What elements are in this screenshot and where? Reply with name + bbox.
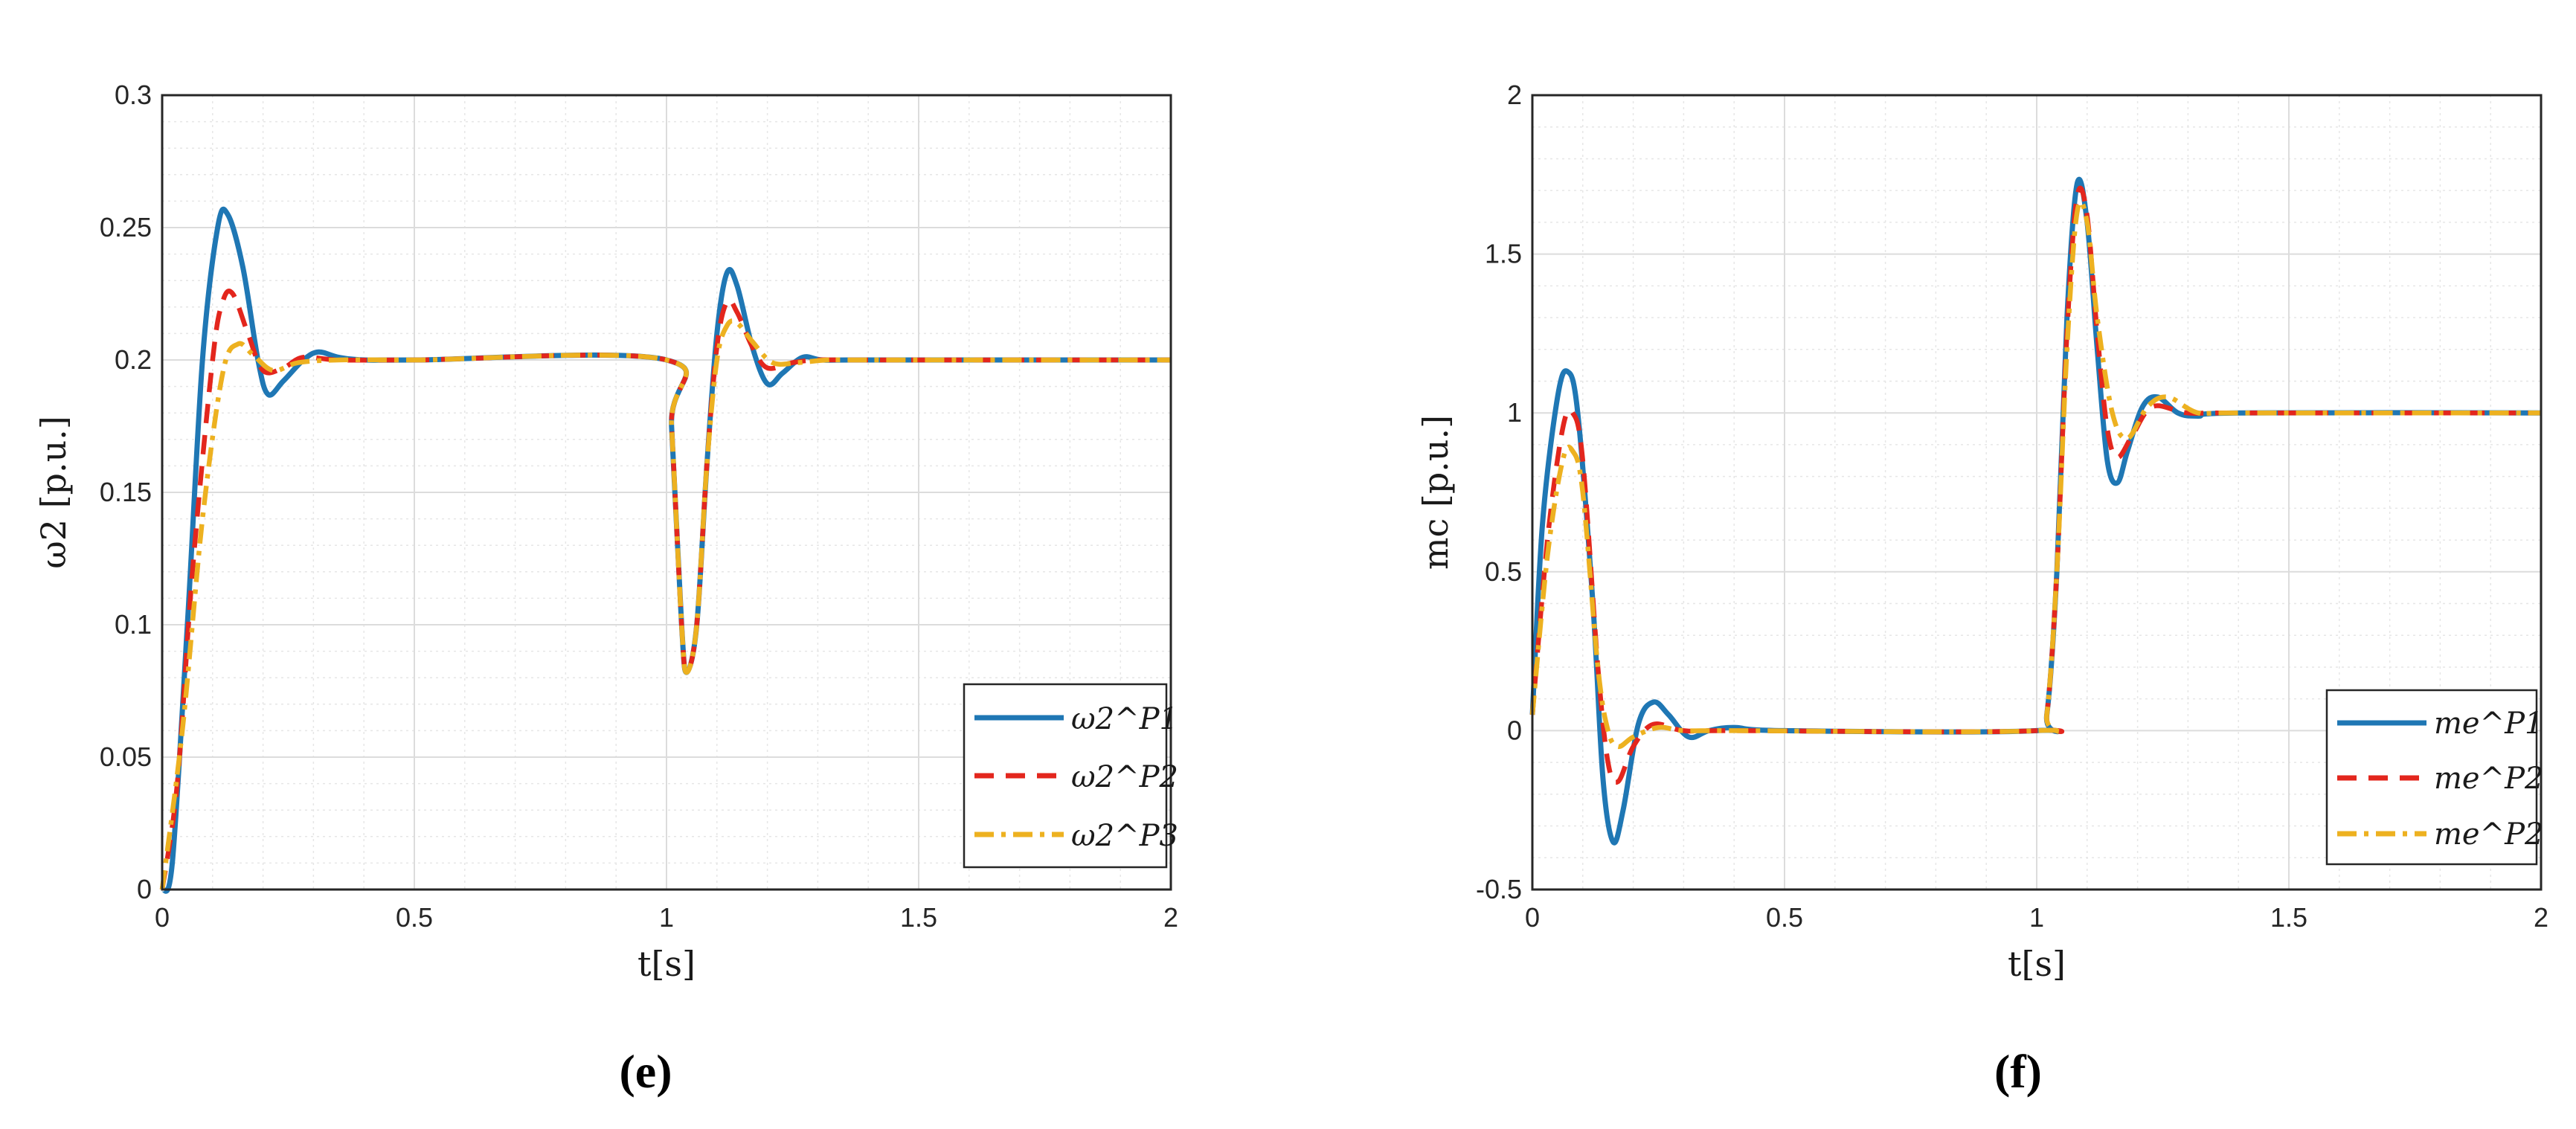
x-tick-label: 1 — [2029, 902, 2044, 933]
y-axis-label-f: mc [p.u.] — [1416, 415, 1456, 570]
x-tick-label: 0.5 — [396, 902, 433, 933]
series-line-f-3 — [1529, 199, 2541, 750]
legend-entry-f-1: me^P1 — [2434, 707, 2543, 741]
series-group-f — [1529, 176, 2542, 846]
x-tick-label: 2 — [1163, 902, 1178, 933]
y-tick-label: 0.2 — [115, 344, 152, 375]
y-tick-label: 0.5 — [1485, 556, 1522, 587]
caption-e: (e) — [619, 1045, 672, 1098]
legend-e: ω2^P1 ω2^P2 ω2^P3 — [963, 683, 1178, 869]
y-tick-label: 1 — [1507, 397, 1522, 428]
y-tick-label: 1.5 — [1485, 239, 1522, 269]
y-tick-label: 2 — [1507, 80, 1522, 110]
x-tick-label: 2 — [2534, 902, 2548, 933]
legend-entry-f-2: me^P2 — [2434, 762, 2543, 796]
y-tick-label: 0.25 — [100, 212, 152, 242]
plot-frame-e — [161, 94, 1172, 891]
x-tick-label: 0 — [155, 902, 170, 933]
tick-labels-f: 0 0.5 1 1.5 2-0.500.511.52 — [1476, 80, 2548, 933]
x-tick-label: 1.5 — [900, 902, 937, 933]
y-tick-label: 0.1 — [115, 609, 152, 640]
x-tick-label: 1 — [659, 902, 674, 933]
y-tick-label: -0.5 — [1476, 874, 1522, 904]
legend-entry-f-3: me^P2 — [2434, 817, 2543, 852]
tick-labels-e: 0 0.5 1 1.5 2 0 0.05 0.1 0.15 0.2 0.25 0.3 — [100, 80, 1178, 933]
x-tick-label: 1.5 — [2270, 902, 2307, 933]
x-tick-label: 0 — [1525, 902, 1540, 933]
y-tick-label: 0 — [137, 874, 152, 904]
x-tick-label: 0.5 — [1766, 902, 1803, 933]
y-tick-label: 0.05 — [100, 742, 152, 772]
plot-frame-f — [1531, 94, 2543, 891]
series-line-e-3 — [159, 318, 1171, 890]
chart-panel-e: 0 0.5 1 1.5 2 0 0.05 0.1 0.15 0.2 0.25 0.3 t[s] ω2 … — [33, 80, 1178, 1098]
legend-entry-e-2: ω2^P2 — [1071, 760, 1178, 794]
caption-f: (f) — [1994, 1045, 2042, 1098]
series-group-e — [159, 206, 1171, 894]
y-tick-label: 0.3 — [115, 80, 152, 110]
x-axis-label-e: t[s] — [637, 944, 696, 984]
y-tick-label: 0 — [1507, 715, 1522, 745]
legend-f: me^P1 me^P2 me^P2 — [2325, 689, 2543, 866]
y-axis-label-e: ω2 [p.u.] — [33, 416, 74, 569]
series-line-e-2 — [159, 289, 1171, 890]
legend-entry-e-3: ω2^P3 — [1071, 819, 1178, 853]
chart-panel-f: 0 0.5 1 1.5 2-0.500.511.52 t[s] mc [p.u.] me… — [1416, 80, 2548, 1098]
y-tick-label: 0.15 — [100, 477, 152, 507]
legend-entry-e-1: ω2^P1 — [1071, 702, 1178, 736]
x-axis-label-f: t[s] — [2008, 944, 2066, 984]
